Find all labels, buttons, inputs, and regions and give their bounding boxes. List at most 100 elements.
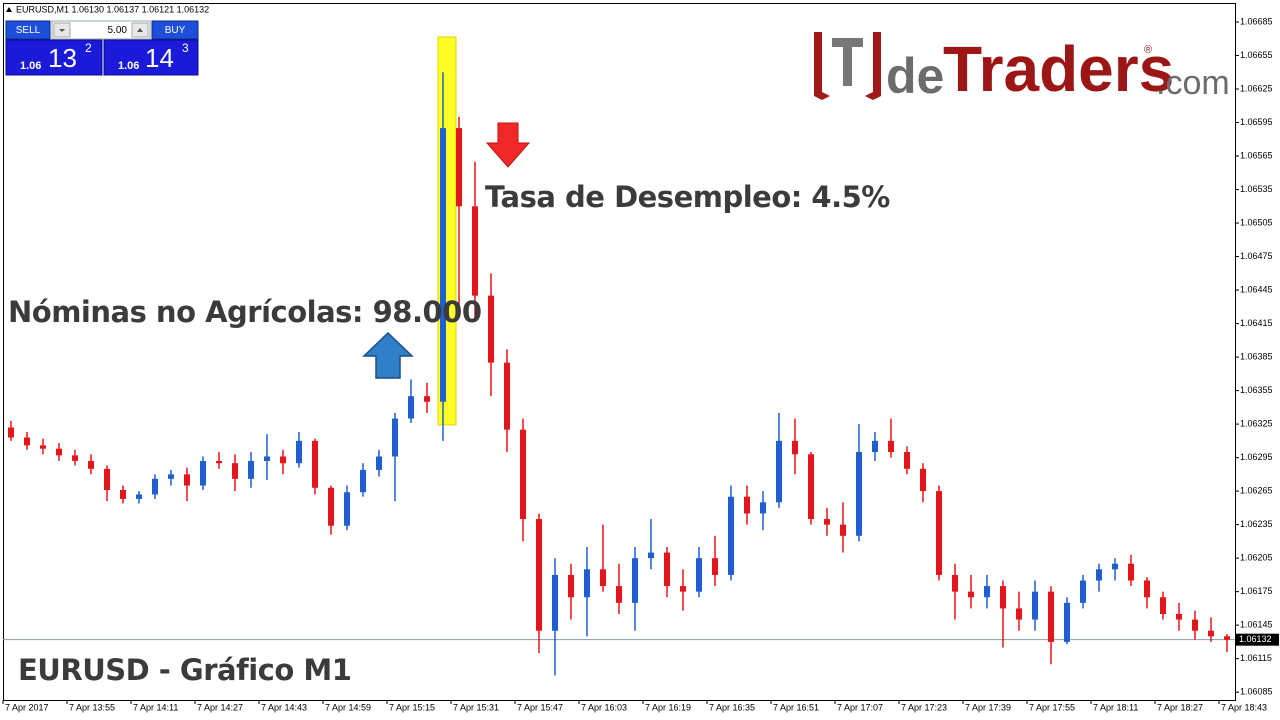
candle-body bbox=[1000, 586, 1006, 609]
sell-price-box[interactable] bbox=[5, 39, 103, 76]
buy-price-box[interactable] bbox=[103, 39, 199, 76]
trade-panel: SELL 5.00 BUY 1.06 13 2 1.06 14 3 bbox=[5, 20, 199, 76]
y-tick-label: 1.06625 bbox=[1240, 83, 1273, 93]
volume-field[interactable] bbox=[51, 20, 151, 40]
candle-body bbox=[904, 452, 910, 469]
candle-body bbox=[1160, 597, 1166, 614]
candle-body bbox=[72, 455, 78, 461]
y-tick-label: 1.06655 bbox=[1240, 50, 1273, 60]
candle-body bbox=[1096, 569, 1102, 581]
x-tick-label: 7 Apr 16:19 bbox=[645, 702, 691, 712]
candle-body bbox=[216, 460, 222, 464]
x-tick-label: 7 Apr 15:15 bbox=[389, 702, 435, 712]
candle-body bbox=[568, 574, 574, 598]
x-tick-label: 7 Apr 17:07 bbox=[837, 702, 883, 712]
volume: 5.00 bbox=[108, 25, 128, 36]
buy-button[interactable] bbox=[151, 20, 199, 40]
y-tick-label: 1.06175 bbox=[1240, 586, 1273, 596]
x-tick-label: 7 Apr 14:11 bbox=[133, 702, 178, 712]
candle-body bbox=[728, 496, 734, 575]
candle-body bbox=[40, 445, 46, 449]
candle-body bbox=[408, 396, 414, 419]
candle-body bbox=[808, 454, 814, 520]
y-tick-label: 1.06115 bbox=[1240, 653, 1272, 663]
x-tick-label: 7 Apr 15:31 bbox=[453, 702, 499, 712]
candle-body bbox=[824, 519, 830, 525]
candle-body bbox=[616, 586, 622, 603]
candle-body bbox=[152, 478, 158, 495]
logo-com: .com bbox=[1156, 64, 1230, 102]
candle-body bbox=[536, 519, 542, 631]
current-price-box bbox=[1236, 633, 1279, 646]
annotation-nfp: Nóminas no Agrícolas: 98.000 bbox=[8, 295, 482, 329]
candle-body bbox=[24, 437, 30, 446]
y-tick-label: 1.06595 bbox=[1240, 117, 1273, 127]
candle-body bbox=[104, 468, 110, 491]
candle-body bbox=[1064, 602, 1070, 642]
candle-body bbox=[696, 558, 702, 592]
candle-body bbox=[56, 448, 62, 456]
x-tick-label: 7 Apr 16:35 bbox=[709, 702, 755, 712]
down-icon bbox=[59, 29, 65, 32]
y-tick-label: 1.06415 bbox=[1240, 318, 1273, 328]
candle-body bbox=[1144, 580, 1150, 598]
down-arrow bbox=[485, 122, 531, 168]
candle-body bbox=[856, 452, 862, 536]
candle-body bbox=[392, 418, 398, 457]
y-tick-label: 1.06535 bbox=[1240, 184, 1273, 194]
sell-price-big: 1.06 bbox=[20, 60, 41, 72]
logo-bracket-right bbox=[865, 32, 881, 100]
candle-body bbox=[872, 440, 878, 453]
candle-body bbox=[504, 362, 510, 430]
y-tick-label: 1.06385 bbox=[1240, 351, 1273, 361]
candle-body bbox=[680, 586, 686, 592]
y-tick-label: 1.06475 bbox=[1240, 251, 1273, 261]
y-tick-label: 1.06265 bbox=[1240, 485, 1273, 495]
candle-body bbox=[1080, 580, 1086, 603]
candle-body bbox=[936, 491, 942, 575]
candle-body bbox=[968, 591, 974, 598]
y-tick-label: 1.06295 bbox=[1240, 452, 1273, 462]
candle-body bbox=[1176, 613, 1182, 620]
candle-body bbox=[1224, 636, 1230, 640]
x-tick-label: 7 Apr 18:43 bbox=[1221, 702, 1267, 712]
x-tick-label: 7 Apr 14:43 bbox=[261, 702, 307, 712]
candle-body bbox=[1208, 630, 1214, 637]
candle-body bbox=[232, 463, 238, 479]
candle-body bbox=[792, 440, 798, 455]
candle-body bbox=[376, 456, 382, 470]
candle-body bbox=[776, 440, 782, 503]
candle-body bbox=[472, 206, 478, 296]
candle-body bbox=[760, 502, 766, 514]
annotation-chart-name: EURUSD - Gráfico M1 bbox=[18, 653, 351, 687]
candle-body bbox=[8, 427, 14, 438]
candle-body bbox=[888, 440, 894, 453]
y-tick-label: 1.06085 bbox=[1240, 687, 1273, 697]
candle-body bbox=[120, 490, 126, 499]
candle-body bbox=[664, 552, 670, 587]
buy-price-big: 1.06 bbox=[118, 60, 139, 72]
candle-body bbox=[424, 396, 430, 402]
buy-label: BUY bbox=[165, 25, 186, 36]
candle-body bbox=[1048, 591, 1054, 642]
candle-body bbox=[168, 474, 174, 479]
candle-body bbox=[584, 569, 590, 598]
candle-body bbox=[744, 496, 750, 514]
y-tick-label: 1.06355 bbox=[1240, 385, 1273, 395]
x-tick-label: 7 Apr 14:27 bbox=[197, 702, 243, 712]
candle-body bbox=[200, 460, 206, 486]
sell-button[interactable] bbox=[5, 20, 51, 40]
candle-body bbox=[248, 460, 254, 479]
candle-body bbox=[312, 440, 318, 488]
logo-t-stem bbox=[843, 38, 852, 86]
logo: de Traders ® .com bbox=[814, 32, 1230, 105]
annotation-unemployment: Tasa de Desempleo: 4.5% bbox=[485, 180, 890, 214]
candles bbox=[8, 72, 1230, 676]
logo-traders: Traders bbox=[943, 33, 1174, 105]
x-tick-label: 7 Apr 16:03 bbox=[581, 702, 627, 712]
x-tick-label: 7 Apr 17:23 bbox=[901, 702, 947, 712]
candle-body bbox=[264, 456, 270, 461]
candle-body bbox=[1128, 563, 1134, 581]
